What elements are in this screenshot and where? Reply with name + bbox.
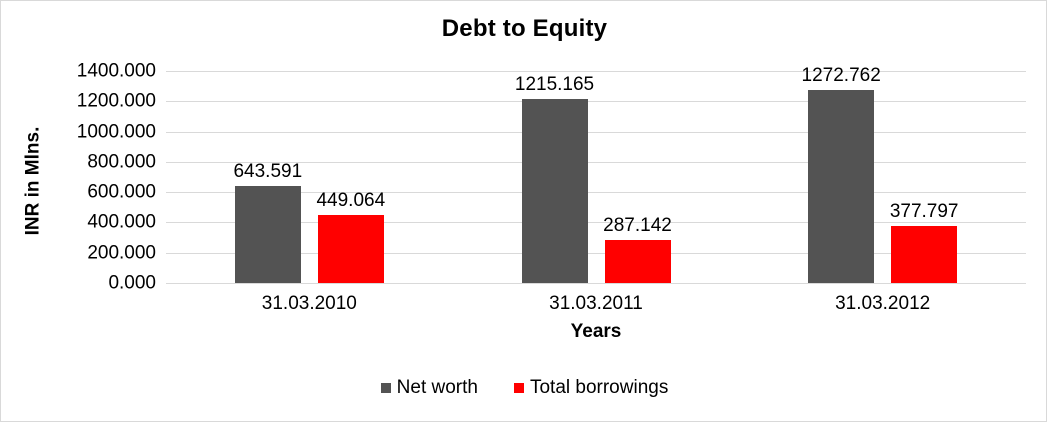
x-axis-title: Years: [570, 321, 622, 342]
bar-total-borrowings: [891, 225, 958, 283]
legend-swatch-icon: [380, 383, 391, 393]
gridline: [166, 222, 1026, 224]
legend-item[interactable]: Net worth: [380, 377, 478, 399]
gridline: [166, 283, 1026, 284]
gridline: [166, 71, 1026, 72]
bar-data-label: 643.591: [233, 160, 303, 182]
bar-data-label: 287.142: [603, 214, 672, 236]
gridline: [166, 252, 1026, 254]
legend-item-label: Net worth: [396, 377, 478, 398]
y-axis-tick-label: 1400.000: [76, 60, 156, 82]
bar-net-worth: [808, 90, 875, 283]
gridline: [166, 131, 1026, 133]
legend-swatch-icon: [513, 383, 524, 393]
x-axis-tick-label: 31.03.2010: [261, 293, 357, 314]
y-axis-tick-label: 1200.000: [76, 90, 156, 112]
bar-net-worth: [521, 99, 588, 283]
y-axis-tick-label: 200.000: [87, 242, 156, 264]
x-axis-tick-labels: 31.03.2010 31.03.2011 31.03.2012: [166, 293, 1026, 319]
legend-item-label: Total borrowings: [529, 377, 669, 398]
bar-data-label: 1215.165: [514, 73, 595, 95]
y-axis-tick-label: 800.000: [87, 151, 156, 173]
y-axis-tick-label: 1000.000: [76, 121, 156, 143]
gridline: [166, 161, 1026, 163]
legend-item[interactable]: Total borrowings: [513, 377, 669, 399]
bar-total-borrowings: [604, 239, 671, 283]
gridline: [166, 192, 1026, 194]
bar-net-worth: [234, 185, 301, 283]
chart-title: Debt to Equity: [441, 15, 608, 42]
x-axis-tick-label: 31.03.2011: [549, 293, 643, 314]
y-axis-tick-label: 0.000: [108, 272, 156, 294]
bar-data-label: 377.797: [889, 200, 959, 222]
y-axis-tick-label: 400.000: [87, 211, 156, 233]
y-axis-tick-labels: 1400.000 1200.000 1000.000 800.000 600.000 40…: [26, 62, 156, 293]
y-axis-tick-label: 600.000: [87, 181, 156, 203]
plot-area: 643.591 449.064 1215.165 287.142 1272.762 377…: [166, 66, 1026, 284]
gridline: [166, 101, 1026, 103]
x-axis-tick-label: 31.03.2012: [835, 293, 931, 314]
bar-data-label: 449.064: [316, 189, 386, 211]
chart-legend: Net worth Total borrowings: [1, 377, 1046, 399]
bar-data-label: 1272.762: [801, 65, 881, 87]
bar-total-borrowings: [317, 215, 384, 283]
